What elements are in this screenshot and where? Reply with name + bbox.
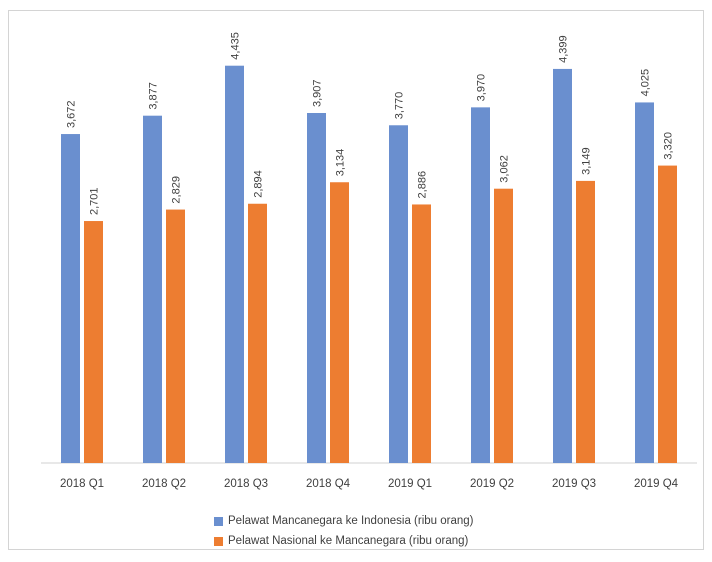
bar-series0-1 xyxy=(143,115,162,463)
data-label-series0-0: 3,672 xyxy=(66,101,78,129)
bar-series0-0 xyxy=(61,134,80,464)
data-label-series1-2: 2,894 xyxy=(253,170,265,198)
data-label-series1-3: 3,134 xyxy=(335,149,347,177)
bar-series0-6 xyxy=(553,68,572,463)
bar-series1-5 xyxy=(494,188,513,463)
legend-label-foreign-visitors: Pelawat Mancanegara ke Indonesia (ribu o… xyxy=(228,515,474,527)
x-tick-label-7: 2019 Q4 xyxy=(634,478,679,490)
legend-swatch-blue xyxy=(214,516,223,526)
legend-item-national-travelers: Pelawat Nasional ke Mancanegara (ribu or… xyxy=(214,531,473,551)
legend: Pelawat Mancanegara ke Indonesia (ribu o… xyxy=(214,511,473,551)
bar-series1-0 xyxy=(84,221,103,463)
x-tick-label-3: 2018 Q4 xyxy=(306,478,351,490)
data-label-series1-0: 2,701 xyxy=(89,188,101,216)
data-label-series1-1: 2,829 xyxy=(171,176,183,204)
x-tick-label-0: 2018 Q1 xyxy=(60,478,104,490)
bar-series0-4 xyxy=(389,125,408,463)
legend-swatch-orange xyxy=(214,536,223,546)
data-label-series1-5: 3,062 xyxy=(499,155,511,183)
data-label-series0-6: 4,399 xyxy=(558,35,570,63)
chart-frame: 3,672 2,701 2018 Q1 3,877 2,829 2018 Q2 4,435 2… xyxy=(8,10,704,550)
bar-series1-2 xyxy=(248,203,267,463)
data-label-series0-1: 3,877 xyxy=(148,82,160,110)
bar-series1-4 xyxy=(412,204,431,463)
x-tick-label-2: 2018 Q3 xyxy=(224,478,268,490)
data-label-series1-6: 3,149 xyxy=(581,147,593,175)
x-tick-label-6: 2019 Q3 xyxy=(552,478,596,490)
bar-series1-6 xyxy=(576,180,595,463)
data-label-series0-5: 3,970 xyxy=(476,74,488,102)
bar-series0-3 xyxy=(307,112,326,463)
data-label-series0-4: 3,770 xyxy=(394,92,406,120)
x-tick-label-4: 2019 Q1 xyxy=(388,478,432,490)
bar-series0-2 xyxy=(225,65,244,463)
data-label-series1-7: 3,320 xyxy=(663,132,675,160)
bar-series1-1 xyxy=(166,209,185,463)
x-tick-label-5: 2019 Q2 xyxy=(470,478,514,490)
x-tick-label-1: 2018 Q2 xyxy=(142,478,186,490)
legend-label-national-travelers: Pelawat Nasional ke Mancanegara (ribu or… xyxy=(228,535,469,547)
data-label-series0-2: 4,435 xyxy=(230,32,242,60)
bar-series0-7 xyxy=(635,102,654,463)
data-label-series1-4: 2,886 xyxy=(417,171,429,199)
bar-series1-7 xyxy=(658,165,677,464)
data-label-series0-3: 3,907 xyxy=(312,79,324,107)
legend-item-foreign-visitors: Pelawat Mancanegara ke Indonesia (ribu o… xyxy=(214,511,473,531)
bar-series1-3 xyxy=(330,182,349,463)
bar-chart: 3,672 2,701 2018 Q1 3,877 2,829 2018 Q2 4,435 2… xyxy=(41,32,697,490)
bar-series0-5 xyxy=(471,107,490,464)
data-label-series0-7: 4,025 xyxy=(640,69,652,97)
